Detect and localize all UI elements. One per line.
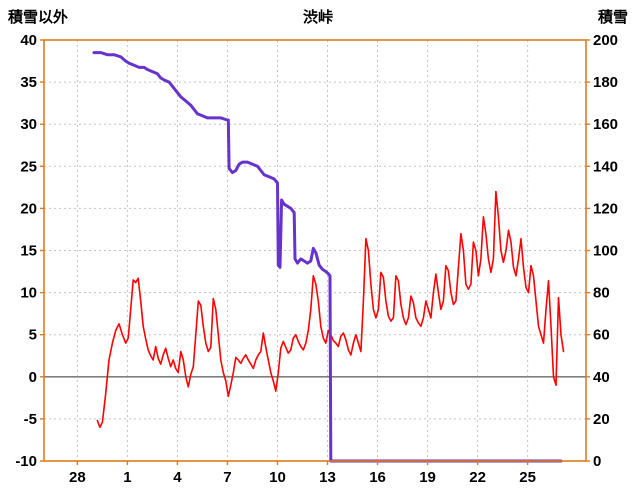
right-tick-label: 120	[593, 200, 618, 217]
right-tick-label: 20	[593, 411, 610, 428]
right-tick-label: 200	[593, 32, 618, 49]
right-axis-title: 積雪	[597, 9, 628, 26]
right-tick-label: 160	[593, 116, 618, 133]
right-tick-label: 60	[593, 327, 610, 344]
x-tick-label: 10	[269, 469, 286, 486]
x-tick-label: 19	[419, 469, 436, 486]
left-tick-label: 25	[20, 158, 37, 175]
left-tick-label: 35	[20, 74, 37, 91]
left-tick-label: 15	[20, 243, 37, 260]
chart-title: 渋峠	[302, 9, 333, 26]
x-tick-label: 22	[469, 469, 486, 486]
x-tick-label: 16	[369, 469, 386, 486]
left-axis-title: 積雪以外	[8, 9, 69, 26]
left-tick-label: 0	[29, 369, 37, 386]
right-tick-label: 180	[593, 74, 618, 91]
right-tick-label: 100	[593, 243, 618, 260]
right-tick-label: 80	[593, 285, 610, 302]
left-tick-label: 30	[20, 116, 37, 133]
x-tick-label: 1	[123, 469, 131, 486]
x-tick-label: 7	[223, 469, 231, 486]
left-tick-label: -10	[15, 453, 37, 470]
x-tick-label: 28	[69, 469, 86, 486]
right-tick-label: 140	[593, 158, 618, 175]
x-tick-label: 13	[319, 469, 336, 486]
series-temperature	[96, 190, 565, 429]
right-tick-label: 40	[593, 369, 610, 386]
left-tick-label: 5	[29, 327, 37, 344]
right-tick-label: 0	[593, 453, 601, 470]
left-tick-label: -5	[24, 411, 37, 428]
left-tick-label: 10	[20, 285, 37, 302]
left-tick-label: 40	[20, 32, 37, 49]
left-tick-label: 20	[20, 200, 37, 217]
x-tick-label: 25	[519, 469, 536, 486]
x-tick-label: 4	[173, 469, 182, 486]
